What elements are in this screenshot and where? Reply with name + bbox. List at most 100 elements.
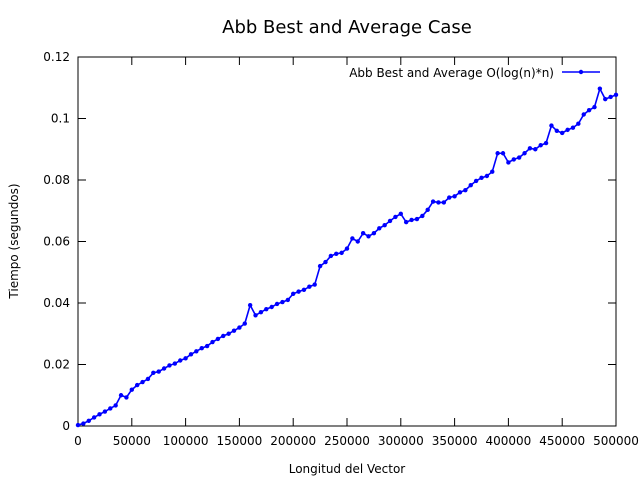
data-point [307, 284, 312, 289]
data-point [167, 363, 172, 368]
data-point [296, 289, 301, 294]
data-point [328, 253, 334, 259]
plot-area: 0 50000 100000 150000 200000 250000 300000 3500… [43, 50, 639, 448]
y-tick-label: 0.06 [43, 235, 70, 249]
data-point [156, 369, 161, 374]
data-point [226, 331, 231, 336]
data-point [570, 125, 576, 130]
x-tick-label: 50000 [113, 434, 151, 448]
y-tick-label: 0.1 [51, 112, 70, 126]
data-point [221, 333, 226, 339]
data-point [393, 214, 398, 220]
y-axis-label: Tiempo (segundos) [7, 183, 21, 299]
data-point [430, 199, 436, 204]
data-point [382, 223, 387, 228]
data-point [452, 194, 457, 199]
data-point [75, 422, 81, 428]
data-point [543, 140, 549, 146]
data-point [113, 403, 118, 408]
chart-title: Abb Best and Average Case [222, 17, 472, 38]
data-point [274, 301, 280, 307]
data-point [199, 346, 204, 351]
data-point [231, 328, 237, 333]
data-point [457, 190, 463, 195]
data-point [108, 406, 113, 411]
data-point [124, 395, 129, 400]
data-point [576, 121, 581, 126]
data-point [511, 157, 516, 162]
data-point [280, 299, 285, 305]
data-point [495, 151, 500, 156]
data-point [387, 218, 393, 224]
x-tick-label: 450000 [539, 434, 585, 448]
data-point [317, 263, 323, 269]
data-point [436, 200, 441, 205]
x-tick-label: 400000 [485, 434, 531, 448]
data-point [334, 251, 339, 256]
data-point [371, 230, 377, 236]
data-point [360, 230, 366, 236]
data-point [473, 178, 479, 184]
data-point [403, 219, 409, 225]
data-point [366, 234, 371, 239]
data-point [490, 169, 495, 174]
data-point [210, 339, 215, 345]
data-point [538, 143, 543, 148]
data-point [377, 226, 382, 231]
data-point [81, 421, 86, 426]
data-point [102, 409, 108, 414]
data-point [253, 313, 258, 318]
data-point [269, 304, 274, 310]
data-point [613, 92, 619, 98]
data-point [516, 155, 522, 160]
data-point [608, 94, 613, 100]
data-point [592, 104, 597, 110]
x-axis-label: Longitud del Vector [289, 462, 406, 476]
data-point [344, 246, 350, 251]
data-point [425, 207, 430, 213]
data-point [194, 349, 199, 354]
data-point [291, 291, 296, 296]
y-tick-label: 0.02 [43, 358, 70, 372]
data-point [91, 415, 97, 420]
data-point [447, 195, 452, 200]
data-point [129, 387, 134, 392]
data-point [603, 96, 608, 102]
data-point [522, 151, 527, 156]
data-point [533, 147, 538, 152]
y-tick-label: 0.12 [43, 50, 70, 64]
data-point [86, 418, 91, 423]
data-point [554, 128, 560, 133]
data-point [204, 343, 210, 349]
x-tick-label: 0 [74, 434, 82, 448]
x-tick-label: 350000 [432, 434, 478, 448]
data-point [398, 211, 403, 217]
data-point [161, 366, 167, 371]
data-point [140, 379, 145, 385]
data-point [118, 393, 124, 398]
data-point [237, 325, 242, 330]
data-point [565, 127, 570, 133]
series-line [77, 86, 617, 426]
x-tick-label: 150000 [216, 434, 262, 448]
data-point [468, 183, 473, 188]
data-point [247, 302, 253, 308]
data-point [355, 239, 360, 244]
data-point [178, 358, 183, 363]
data-point [549, 123, 554, 128]
data-point [134, 382, 140, 388]
data-point [301, 287, 307, 292]
data-point [484, 173, 490, 179]
data-point [264, 306, 269, 312]
legend-label: Abb Best and Average O(log(n)*n) [349, 66, 554, 80]
data-point [350, 236, 355, 241]
y-tick-label: 0.04 [43, 296, 70, 310]
data-point [414, 216, 420, 222]
data-point [285, 297, 291, 303]
x-tick-label: 500000 [593, 434, 639, 448]
x-tick-label: 100000 [163, 434, 209, 448]
data-point [586, 107, 592, 113]
data-point [500, 151, 506, 156]
data-point [463, 187, 468, 193]
data-point [420, 213, 425, 219]
